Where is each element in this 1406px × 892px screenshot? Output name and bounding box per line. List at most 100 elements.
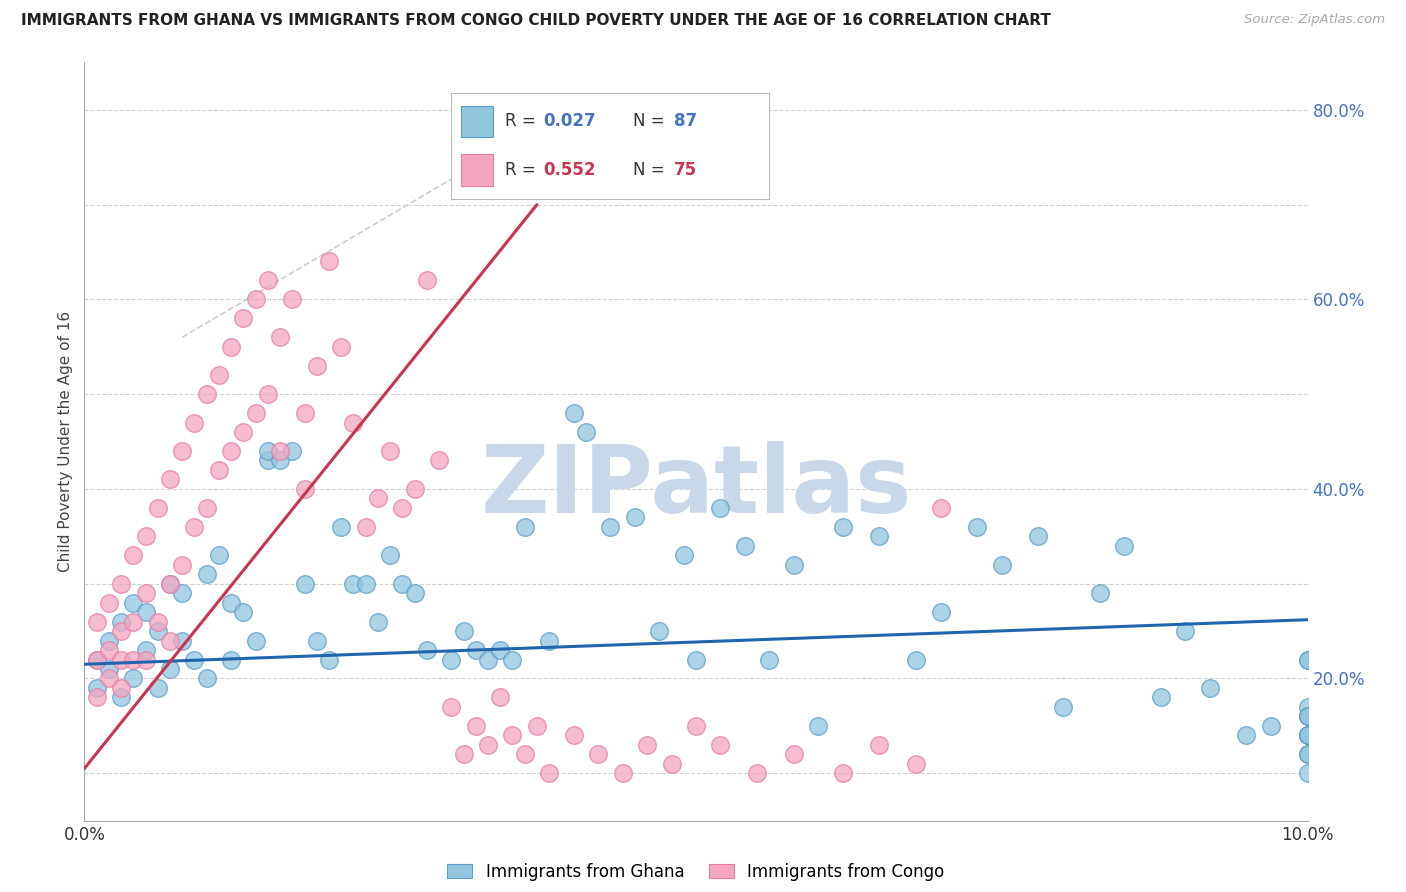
Point: [1296, 728, 1319, 742]
Point: [440, 699, 463, 714]
Point: [97, 672, 120, 686]
Point: [122, 652, 145, 666]
Point: [110, 690, 132, 705]
Point: [489, 643, 512, 657]
Point: [502, 728, 524, 742]
Point: [905, 756, 928, 771]
Point: [391, 500, 413, 515]
Point: [86, 681, 108, 695]
Point: [219, 652, 242, 666]
Point: [135, 605, 157, 619]
Point: [110, 681, 132, 695]
Point: [661, 756, 683, 771]
Point: [831, 766, 853, 780]
Point: [464, 719, 486, 733]
Point: [1296, 709, 1319, 723]
Point: [1296, 709, 1319, 723]
Point: [294, 406, 316, 420]
Point: [1198, 681, 1220, 695]
Y-axis label: Child Poverty Under the Age of 16: Child Poverty Under the Age of 16: [58, 311, 73, 572]
Point: [97, 596, 120, 610]
Point: [135, 643, 157, 657]
Point: [195, 672, 218, 686]
Point: [159, 576, 181, 591]
Point: [513, 520, 536, 534]
Point: [294, 576, 316, 591]
Point: [232, 605, 254, 619]
Point: [1088, 586, 1111, 600]
Point: [404, 482, 426, 496]
Point: [146, 681, 169, 695]
Point: [648, 624, 671, 639]
Point: [110, 624, 132, 639]
Point: [1236, 728, 1258, 742]
Point: [1260, 719, 1282, 733]
Point: [905, 652, 928, 666]
Point: [709, 500, 731, 515]
Text: ZIPatlas: ZIPatlas: [481, 441, 911, 533]
Point: [232, 311, 254, 326]
Point: [966, 520, 988, 534]
Point: [783, 558, 806, 572]
Point: [97, 662, 120, 676]
Point: [122, 615, 145, 629]
Point: [172, 633, 194, 648]
Point: [477, 738, 499, 752]
Point: [110, 615, 132, 629]
Point: [672, 548, 695, 563]
Point: [929, 605, 952, 619]
Point: [330, 520, 353, 534]
Point: [122, 548, 145, 563]
Point: [245, 633, 267, 648]
Point: [245, 406, 267, 420]
Point: [318, 254, 340, 268]
Point: [269, 444, 291, 458]
Point: [367, 491, 389, 506]
Point: [159, 473, 181, 487]
Point: [538, 633, 561, 648]
Point: [146, 615, 169, 629]
Point: [513, 747, 536, 762]
Point: [219, 596, 242, 610]
Point: [354, 576, 377, 591]
Point: [195, 500, 218, 515]
Point: [219, 444, 242, 458]
Point: [146, 500, 169, 515]
Point: [869, 529, 891, 543]
Point: [257, 444, 280, 458]
Point: [305, 633, 328, 648]
Point: [1296, 747, 1319, 762]
Point: [380, 548, 402, 563]
Point: [195, 567, 218, 582]
Point: [1296, 709, 1319, 723]
Point: [747, 766, 769, 780]
Point: [783, 747, 806, 762]
Point: [416, 643, 439, 657]
Point: [172, 444, 194, 458]
Point: [269, 453, 291, 467]
Point: [526, 719, 548, 733]
Point: [453, 747, 475, 762]
Point: [281, 293, 304, 307]
Point: [330, 340, 353, 354]
Point: [122, 672, 145, 686]
Point: [195, 387, 218, 401]
Point: [219, 340, 242, 354]
Point: [453, 624, 475, 639]
Point: [599, 520, 621, 534]
Point: [208, 463, 231, 477]
Point: [257, 453, 280, 467]
Text: IMMIGRANTS FROM GHANA VS IMMIGRANTS FROM CONGO CHILD POVERTY UNDER THE AGE OF 16: IMMIGRANTS FROM GHANA VS IMMIGRANTS FROM…: [21, 13, 1050, 29]
Point: [342, 576, 364, 591]
Point: [489, 690, 512, 705]
Point: [991, 558, 1014, 572]
Point: [294, 482, 316, 496]
Point: [110, 576, 132, 591]
Point: [477, 652, 499, 666]
Point: [305, 359, 328, 373]
Point: [97, 643, 120, 657]
Point: [1296, 652, 1319, 666]
Point: [110, 652, 132, 666]
Point: [86, 652, 108, 666]
Point: [538, 766, 561, 780]
